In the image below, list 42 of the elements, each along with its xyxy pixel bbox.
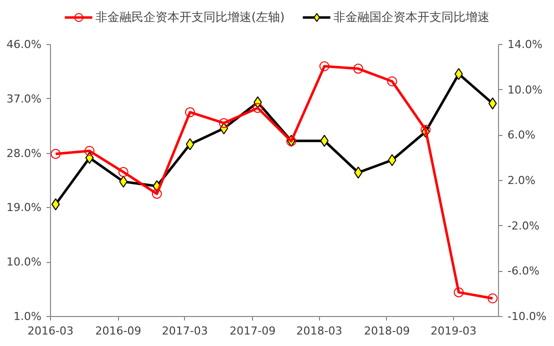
- point: [51, 198, 60, 210]
- point: [119, 176, 128, 188]
- y2-tick-label: 2.0%: [508, 174, 536, 187]
- point: [353, 64, 364, 74]
- point: [186, 138, 194, 150]
- x-tick-label: 2016-09: [95, 324, 142, 338]
- y-tick-label: 10.0%: [6, 256, 42, 269]
- point: [252, 102, 263, 113]
- x-tick-label: 2019-03: [430, 324, 477, 338]
- y-tick-label: 28.0%: [6, 146, 42, 160]
- legend-label: 非金融国企资本开支同比增速: [334, 8, 490, 26]
- y2-tick-label: -6.0%: [508, 264, 540, 278]
- y2-tick-label: 6.0%: [508, 128, 536, 142]
- point: [218, 118, 229, 128]
- point: [420, 124, 431, 135]
- y-tick-label: 19.0%: [6, 201, 42, 214]
- point: [118, 167, 128, 178]
- point: [488, 293, 498, 304]
- y-tick-label: 46.0%: [6, 38, 42, 51]
- point: [388, 154, 396, 166]
- point: [85, 152, 94, 164]
- point: [319, 61, 330, 72]
- point: [50, 148, 61, 159]
- legend-label: 非金融民企资本开支同比增速(左轴): [95, 8, 285, 26]
- x-tick-label: 2017-09: [230, 324, 276, 338]
- point: [84, 146, 95, 156]
- y2-tick-label: -10.0%: [508, 310, 546, 323]
- point: [454, 287, 464, 298]
- y-tick-label: 37.0%: [6, 92, 42, 106]
- y2-tick-label: 14.0%: [508, 38, 542, 51]
- point: [152, 188, 162, 199]
- point: [387, 76, 398, 86]
- x-tick-label: 2018-03: [296, 324, 342, 338]
- point: [320, 134, 329, 147]
- point: [488, 97, 497, 110]
- x-tick-label: 2018-09: [364, 324, 410, 338]
- point: [185, 107, 196, 118]
- x-tick-label: 2016-03: [28, 324, 74, 338]
- y2-tick-label: 10.0%: [508, 83, 542, 96]
- x-tick-label: 2017-03: [162, 324, 208, 338]
- y-tick-label: 1.0%: [14, 310, 42, 323]
- y2-tick-label: -2.0%: [508, 219, 540, 232]
